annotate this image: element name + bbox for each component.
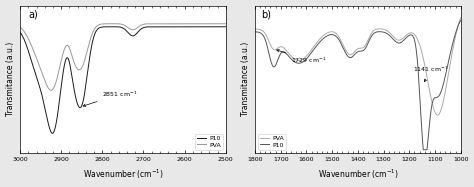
Text: b): b): [261, 10, 271, 20]
PVA: [278, 46, 284, 48]
Text: 2851 cm$^{-1}$: 2851 cm$^{-1}$: [83, 89, 138, 106]
PVA: [435, 114, 440, 116]
P10: [458, 19, 464, 22]
P10: [23, 43, 29, 45]
Y-axis label: Transmitance (a.u.): Transmitance (a.u.): [6, 42, 15, 116]
PVA: [23, 33, 29, 35]
Line: PVA: PVA: [255, 18, 461, 115]
P10: [434, 96, 440, 98]
PVA: [256, 28, 262, 30]
PVA: [128, 28, 134, 31]
X-axis label: Wavenumber (cm$^{-1}$): Wavenumber (cm$^{-1}$): [82, 168, 164, 181]
PVA: [422, 65, 428, 68]
P10: [17, 31, 23, 33]
P10: [370, 33, 376, 35]
P10: [252, 31, 258, 33]
P10: [379, 31, 384, 33]
Text: 1729 cm$^{-1}$: 1729 cm$^{-1}$: [277, 50, 327, 65]
PVA: [123, 25, 128, 27]
PVA: [223, 23, 228, 25]
P10: [422, 149, 428, 151]
P10: [223, 26, 228, 28]
PVA: [370, 30, 376, 33]
PVA: [458, 17, 464, 19]
Y-axis label: Transmitance (a.u.): Transmitance (a.u.): [240, 42, 249, 116]
P10: [278, 52, 284, 54]
Text: 1141 cm$^{-1}$: 1141 cm$^{-1}$: [413, 65, 449, 82]
Line: P10: P10: [20, 27, 226, 133]
P10: [128, 34, 134, 36]
P10: [256, 31, 262, 33]
PVA: [379, 28, 384, 30]
PVA: [61, 50, 67, 52]
Line: P10: P10: [255, 21, 461, 150]
Text: a): a): [28, 10, 38, 20]
P10: [123, 29, 128, 31]
P10: [61, 67, 67, 69]
Line: PVA: PVA: [20, 24, 226, 90]
PVA: [17, 26, 23, 28]
X-axis label: Wavenumber (cm$^{-1}$): Wavenumber (cm$^{-1}$): [318, 168, 398, 181]
PVA: [434, 114, 440, 116]
PVA: [252, 28, 258, 30]
PVA: [48, 89, 54, 91]
P10: [50, 132, 55, 134]
PVA: [23, 33, 29, 36]
Legend: PVA, P10: PVA, P10: [258, 134, 285, 149]
P10: [23, 43, 29, 45]
P10: [424, 149, 430, 151]
Legend: P10, PVA: P10, PVA: [195, 134, 223, 149]
PVA: [212, 23, 218, 25]
P10: [212, 26, 218, 28]
